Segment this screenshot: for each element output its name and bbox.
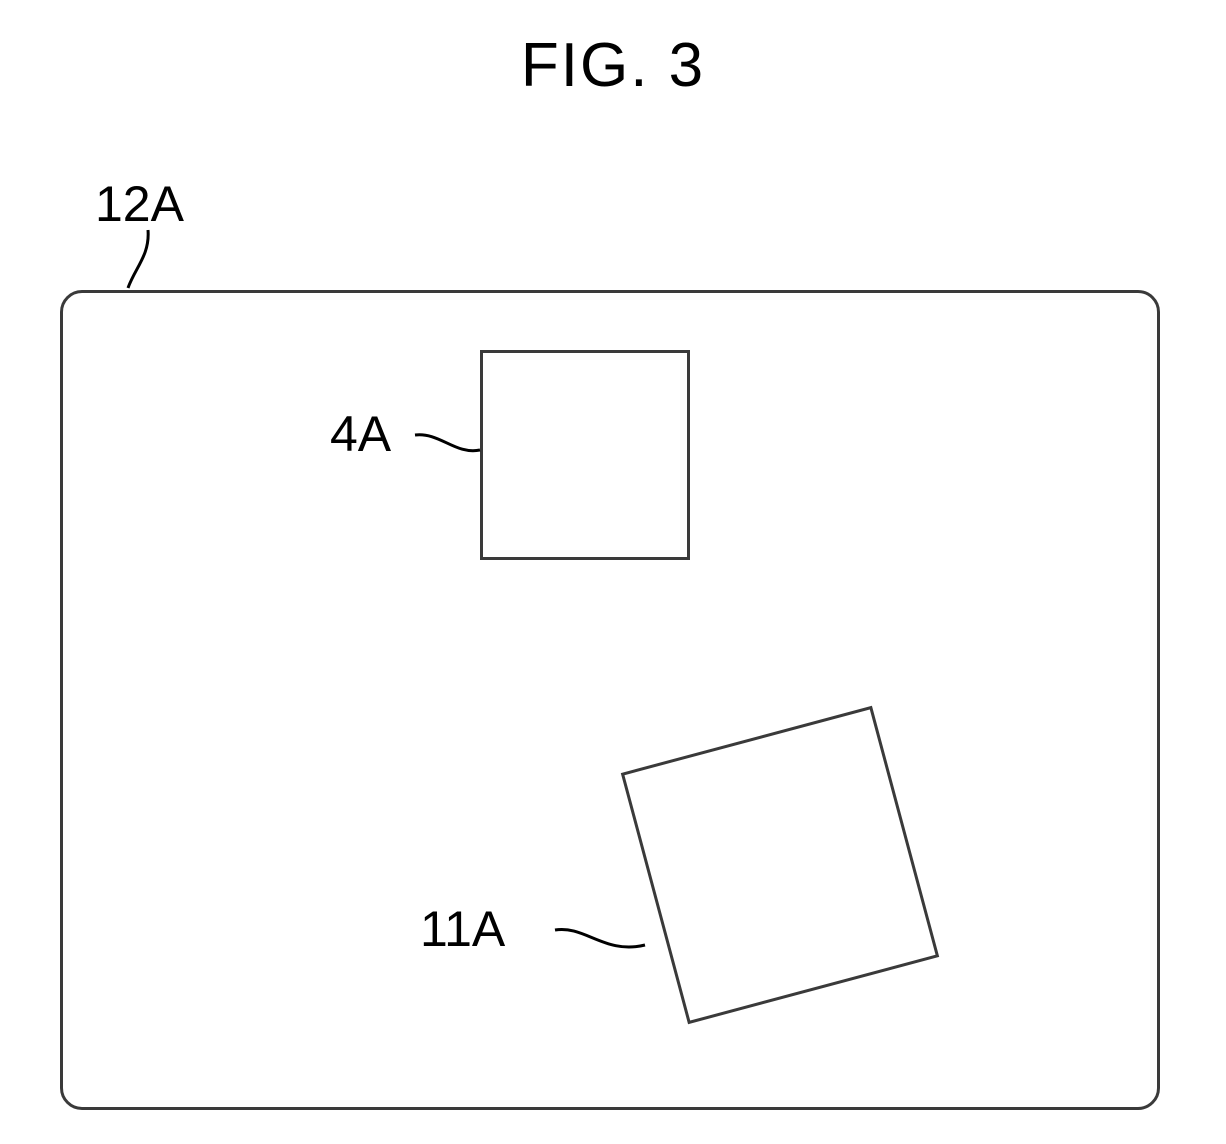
figure-title: FIG. 3 bbox=[521, 30, 705, 101]
label-12a: 12A bbox=[95, 175, 184, 233]
label-4a: 4A bbox=[330, 405, 391, 463]
leader-path-12a bbox=[128, 230, 148, 288]
square-4a bbox=[480, 350, 690, 560]
label-11a: 11A bbox=[420, 900, 505, 958]
